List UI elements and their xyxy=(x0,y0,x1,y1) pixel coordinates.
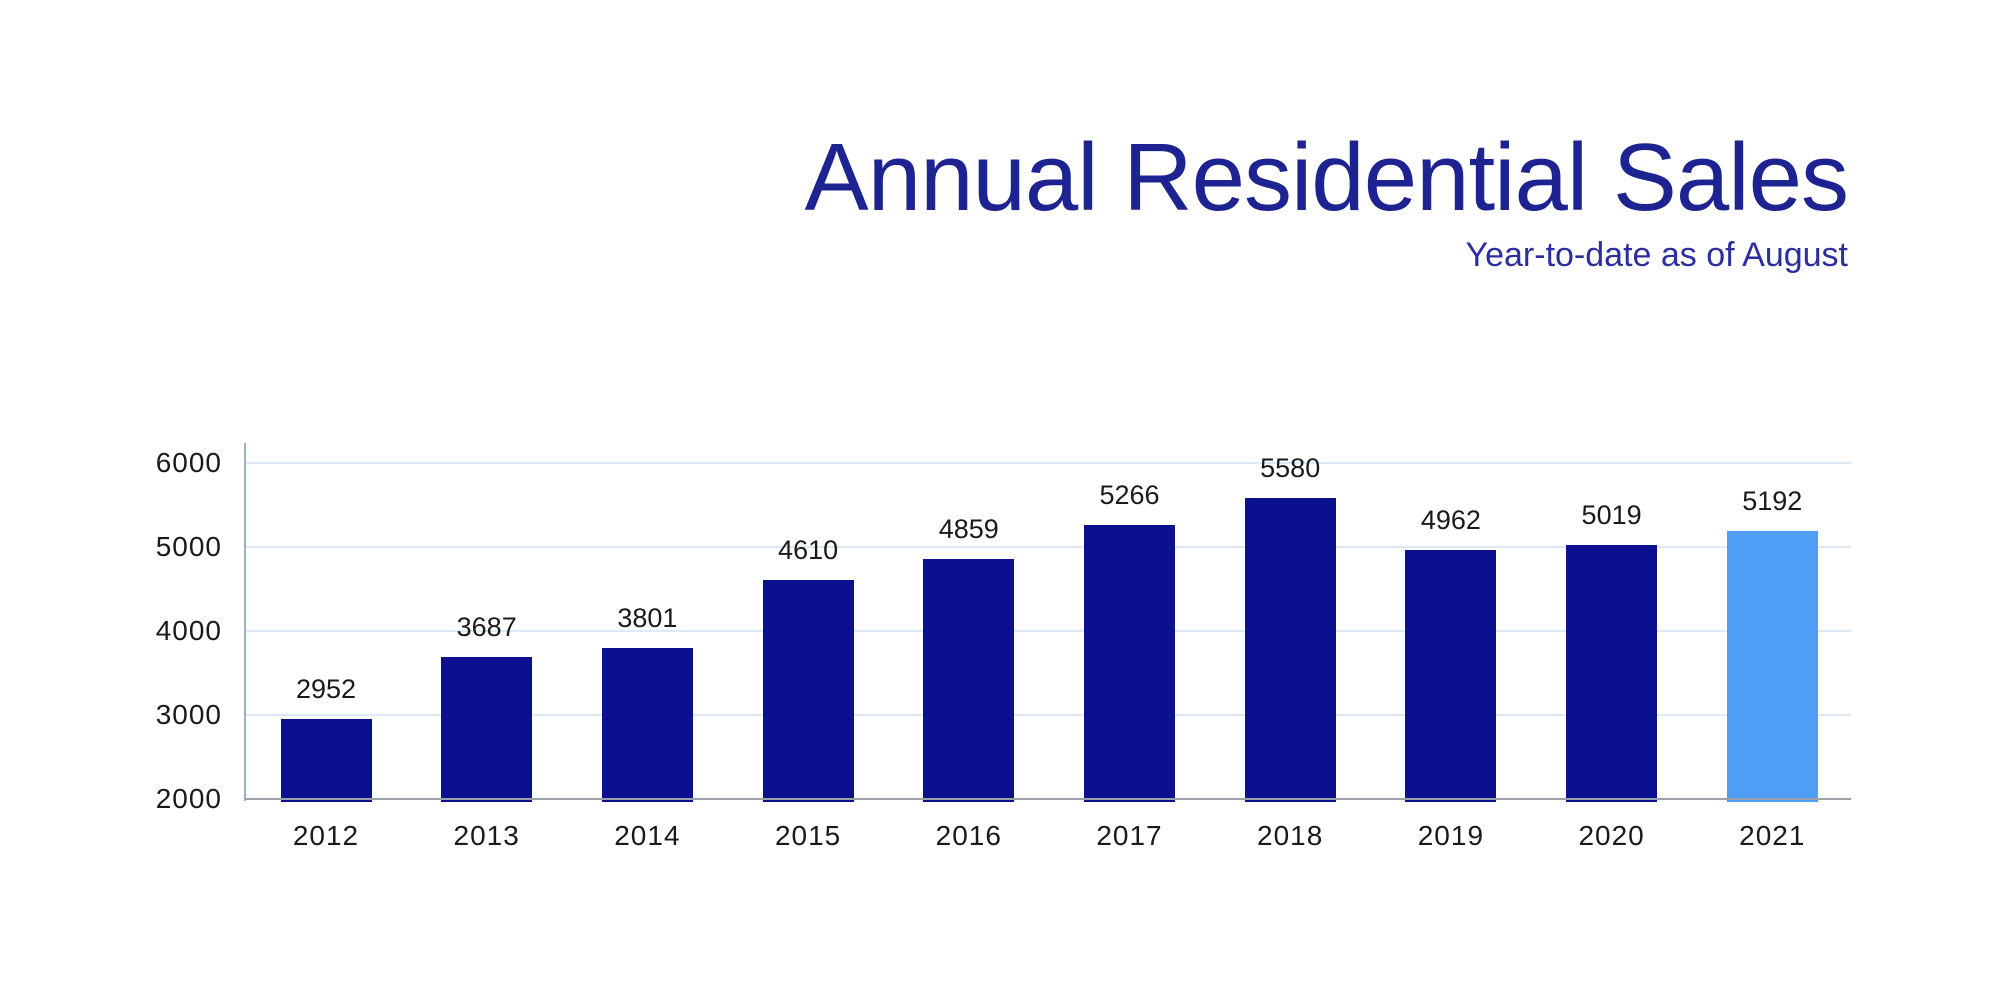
x-axis-label-2020: 2020 xyxy=(1578,820,1645,851)
bar-2015 xyxy=(762,579,854,802)
y-gridline xyxy=(245,546,1851,548)
y-axis-tick-label: 5000 xyxy=(155,531,222,562)
x-axis-label-2016: 2016 xyxy=(935,820,1002,851)
x-axis-label-2017: 2017 xyxy=(1096,820,1163,851)
bar-value-label: 2952 xyxy=(295,674,357,705)
x-axis-label-2015: 2015 xyxy=(774,820,842,851)
bar-value-label: 5266 xyxy=(1099,479,1160,510)
y-axis-tick-label: 3000 xyxy=(155,699,222,730)
bar-2016 xyxy=(923,558,1015,802)
bar-value-label: 5019 xyxy=(1581,500,1642,531)
y-axis-tick-label: 4000 xyxy=(155,615,222,646)
bar-value-label: 5580 xyxy=(1260,453,1321,484)
bar-2020 xyxy=(1566,545,1658,802)
bar-2021 xyxy=(1726,530,1818,802)
bar-2019 xyxy=(1405,550,1497,802)
bar-value-label: 4859 xyxy=(938,513,999,544)
y-axis-line xyxy=(244,443,246,801)
x-axis-label-2021: 2021 xyxy=(1739,820,1806,851)
x-axis-label-2014: 2014 xyxy=(614,820,681,851)
x-axis-label-2019: 2019 xyxy=(1417,820,1485,851)
bar-value-label: 4610 xyxy=(778,534,839,565)
chart-title: Annual Residential Sales xyxy=(804,124,1849,231)
bar-2013 xyxy=(441,657,533,802)
y-gridline xyxy=(245,630,1851,632)
bar-value-label: 4962 xyxy=(1420,505,1481,536)
chart-subtitle: Year-to-date as of August xyxy=(1465,236,1848,274)
bar-value-label: 5192 xyxy=(1742,485,1803,516)
bar-value-label: 3687 xyxy=(456,612,517,643)
bar-2012 xyxy=(280,719,372,802)
bar-2018 xyxy=(1244,498,1336,802)
x-axis-label-2012: 2012 xyxy=(292,820,360,851)
y-axis-tick-label: 2000 xyxy=(155,783,222,814)
y-gridline xyxy=(245,714,1851,716)
x-axis-label-2013: 2013 xyxy=(453,820,520,851)
y-gridline xyxy=(245,462,1851,464)
bar-2017 xyxy=(1084,524,1175,802)
x-axis-label-2018: 2018 xyxy=(1257,820,1324,851)
bar-2014 xyxy=(601,647,693,802)
y-axis-tick-label: 6000 xyxy=(155,447,222,478)
bar-value-label: 3801 xyxy=(617,602,678,633)
x-axis-baseline xyxy=(245,798,1851,800)
